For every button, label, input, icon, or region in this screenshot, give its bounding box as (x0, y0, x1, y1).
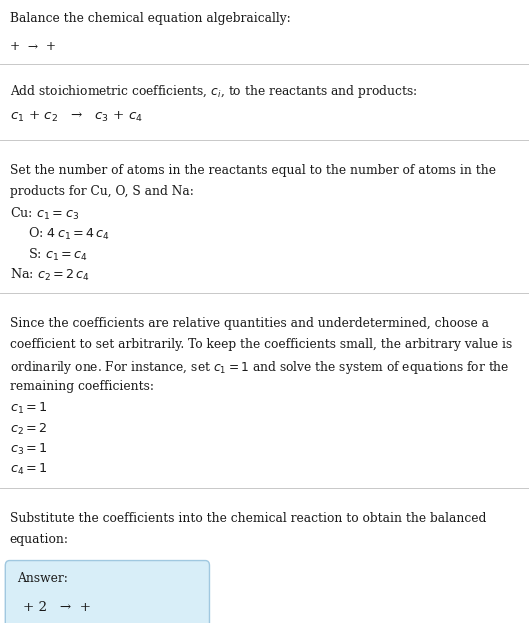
Text: remaining coefficients:: remaining coefficients: (10, 380, 153, 393)
Text: S: $c_1 = c_4$: S: $c_1 = c_4$ (20, 247, 88, 263)
Text: +  →  +: + → + (10, 40, 56, 53)
Text: Cu: $c_1 = c_3$: Cu: $c_1 = c_3$ (10, 206, 78, 222)
Text: O: $4\,c_1 = 4\,c_4$: O: $4\,c_1 = 4\,c_4$ (20, 226, 110, 242)
Text: Substitute the coefficients into the chemical reaction to obtain the balanced: Substitute the coefficients into the che… (10, 512, 486, 525)
Text: coefficient to set arbitrarily. To keep the coefficients small, the arbitrary va: coefficient to set arbitrarily. To keep … (10, 338, 512, 351)
Text: $c_3 = 1$: $c_3 = 1$ (10, 442, 47, 457)
Text: $c_1$ + $c_2$   →   $c_3$ + $c_4$: $c_1$ + $c_2$ → $c_3$ + $c_4$ (10, 110, 142, 124)
Text: Na: $c_2 = 2\,c_4$: Na: $c_2 = 2\,c_4$ (10, 267, 90, 283)
Text: $c_2 = 2$: $c_2 = 2$ (10, 422, 47, 437)
Text: products for Cu, O, S and Na:: products for Cu, O, S and Na: (10, 185, 194, 198)
Text: Add stoichiometric coefficients, $c_i$, to the reactants and products:: Add stoichiometric coefficients, $c_i$, … (10, 83, 417, 100)
Text: $c_1 = 1$: $c_1 = 1$ (10, 401, 47, 416)
Text: Answer:: Answer: (17, 572, 68, 585)
Text: $c_4 = 1$: $c_4 = 1$ (10, 462, 47, 477)
Text: Set the number of atoms in the reactants equal to the number of atoms in the: Set the number of atoms in the reactants… (10, 164, 496, 177)
FancyBboxPatch shape (5, 561, 209, 623)
Text: ordinarily one. For instance, set $c_1 = 1$ and solve the system of equations fo: ordinarily one. For instance, set $c_1 =… (10, 359, 509, 376)
Text: Balance the chemical equation algebraically:: Balance the chemical equation algebraica… (10, 12, 290, 26)
Text: + 2   →  +: + 2 → + (23, 601, 91, 614)
Text: Since the coefficients are relative quantities and underdetermined, choose a: Since the coefficients are relative quan… (10, 317, 488, 330)
Text: equation:: equation: (10, 533, 69, 546)
